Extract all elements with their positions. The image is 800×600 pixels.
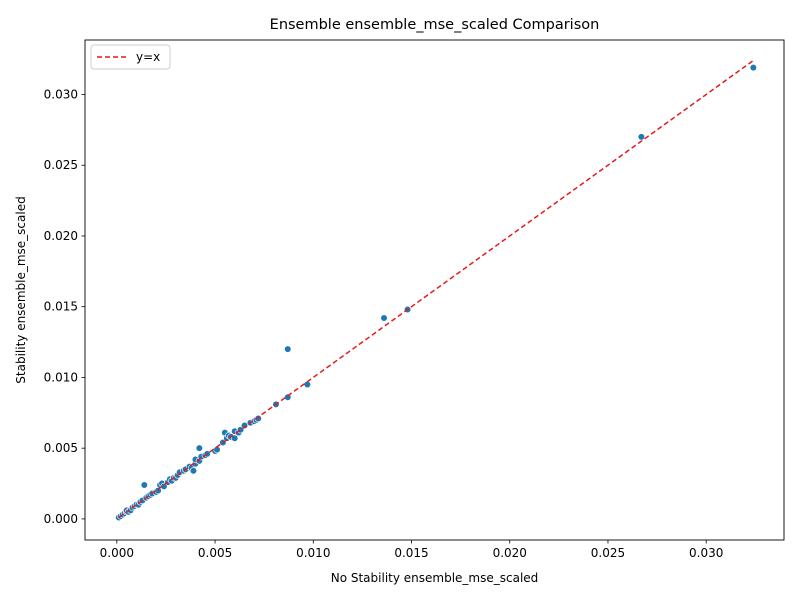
y-axis-label: Stability ensemble_mse_scaled — [14, 196, 28, 383]
x-tick-label: 0.005 — [198, 546, 232, 560]
y-tick-label: 0.010 — [44, 370, 78, 384]
data-point — [195, 444, 203, 452]
x-tick-label: 0.020 — [493, 546, 527, 560]
legend-label: y=x — [136, 50, 160, 64]
data-point — [380, 314, 388, 322]
reference-line-y-equals-x — [118, 59, 754, 519]
y-tick-label: 0.020 — [44, 229, 78, 243]
x-tick-label: 0.025 — [591, 546, 625, 560]
y-tick-label: 0.015 — [44, 300, 78, 314]
data-point — [254, 414, 262, 423]
x-tick-label: 0.030 — [689, 546, 723, 560]
y-tick-label: 0.005 — [44, 441, 78, 455]
data-point — [189, 467, 198, 475]
plot-frame — [84, 39, 785, 541]
x-tick-label: 0.010 — [296, 546, 330, 560]
chart-title: Ensemble ensemble_mse_scaled Comparison — [270, 17, 600, 33]
data-point — [231, 434, 239, 442]
y-axis-ticks: 0.000 0.005 0.010 0.015 0.020 0.025 0.030 — [44, 87, 85, 526]
y-tick-label: 0.030 — [44, 87, 78, 101]
data-point — [240, 421, 249, 430]
data-point — [284, 345, 292, 353]
x-axis-label: No Stability ensemble_mse_scaled — [331, 571, 539, 585]
legend-box — [90, 44, 171, 70]
y-tick-label: 0.025 — [44, 158, 78, 172]
x-tick-label: 0.015 — [394, 546, 428, 560]
x-tick-label: 0.000 — [100, 546, 134, 560]
y-tick-label: 0.000 — [44, 512, 78, 526]
data-point — [749, 63, 757, 72]
data-point — [637, 133, 645, 141]
x-axis-ticks: 0.000 0.005 0.010 0.015 0.020 0.025 0.030 — [100, 540, 723, 560]
data-point — [140, 481, 148, 489]
legend: y=x — [90, 44, 171, 70]
reference-line-layer — [118, 59, 754, 519]
data-point — [284, 393, 292, 401]
